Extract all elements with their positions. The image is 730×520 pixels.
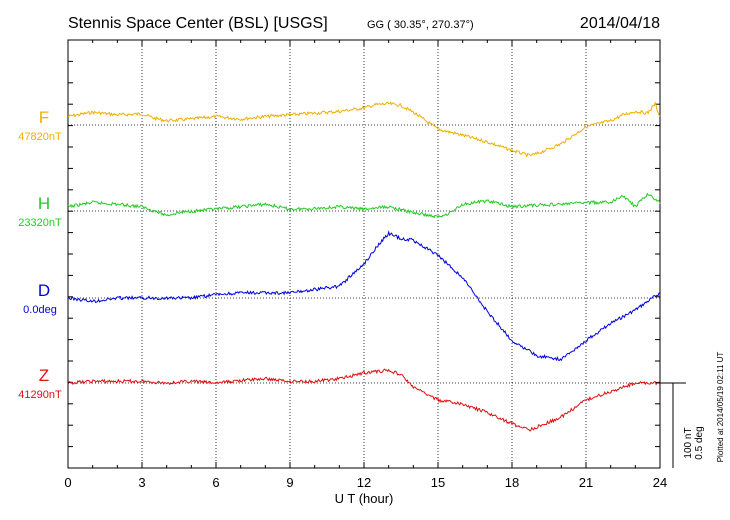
vertical-grid [141, 40, 587, 468]
x-tick-label: 6 [212, 475, 219, 490]
plotted-timestamp: Plotted at 2014/05/19 02:11 UT [716, 352, 725, 463]
x-tick-label: 12 [357, 475, 371, 490]
series-baseline-D: 0.0deg [23, 304, 57, 316]
scale-bar-nt: 100 nT [683, 427, 694, 458]
x-tick-label: 3 [138, 475, 145, 490]
station-coords: GG ( 30.35°, 270.37°) [367, 19, 474, 31]
x-tick-label: 24 [653, 475, 667, 490]
series-line-D [67, 230, 661, 362]
series-name-H: H [38, 194, 50, 213]
x-tick-label: 21 [579, 475, 593, 490]
scale-bar: 100 nT 0.5 deg [660, 382, 705, 468]
series-baseline-F: 47820nT [18, 131, 62, 143]
series-lines [67, 101, 661, 432]
x-axis-label: U T (hour) [335, 491, 394, 506]
series-baseline-Z: 41290nT [18, 389, 62, 401]
series-name-F: F [39, 108, 49, 127]
y-minor-ticks [68, 60, 660, 469]
series-name-D: D [38, 281, 50, 300]
date-label: 2014/04/18 [580, 15, 660, 32]
series-line-H [67, 192, 661, 219]
x-tick-label: 18 [505, 475, 519, 490]
x-tick-label: 0 [64, 475, 71, 490]
series-labels: F 47820nT H 23320nT D 0.0deg Z 41290nT [18, 108, 62, 401]
x-tick-label: 9 [286, 475, 293, 490]
series-line-Z [67, 368, 661, 432]
x-ticks: 0 3 6 9 12 15 18 21 24 [64, 40, 667, 490]
series-line-F [68, 101, 661, 158]
station-title: Stennis Space Center (BSL) [USGS] [68, 15, 328, 32]
scale-bar-deg: 0.5 deg [694, 426, 705, 459]
series-baseline-H: 23320nT [18, 217, 62, 229]
x-tick-label: 15 [431, 475, 445, 490]
series-name-Z: Z [39, 366, 49, 385]
